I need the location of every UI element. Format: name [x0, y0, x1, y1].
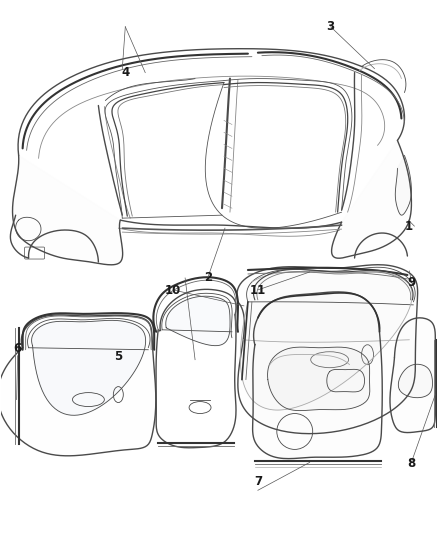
- Polygon shape: [268, 347, 370, 410]
- Polygon shape: [253, 292, 382, 458]
- Polygon shape: [237, 265, 417, 434]
- Polygon shape: [13, 155, 123, 265]
- Text: 5: 5: [114, 350, 123, 364]
- Polygon shape: [395, 155, 411, 215]
- Text: 4: 4: [121, 66, 129, 79]
- Polygon shape: [0, 315, 156, 456]
- Text: 11: 11: [250, 284, 266, 297]
- Polygon shape: [390, 318, 436, 433]
- Polygon shape: [240, 271, 412, 410]
- Text: 10: 10: [165, 284, 181, 297]
- Polygon shape: [32, 320, 146, 415]
- Text: 3: 3: [326, 20, 334, 33]
- Text: 2: 2: [204, 271, 212, 284]
- Polygon shape: [332, 140, 411, 258]
- Text: 1: 1: [405, 220, 413, 233]
- Text: 9: 9: [407, 276, 415, 289]
- Text: 6: 6: [13, 342, 21, 356]
- Text: 8: 8: [407, 457, 415, 470]
- Text: 7: 7: [254, 475, 262, 488]
- Polygon shape: [166, 296, 230, 346]
- Polygon shape: [398, 364, 433, 398]
